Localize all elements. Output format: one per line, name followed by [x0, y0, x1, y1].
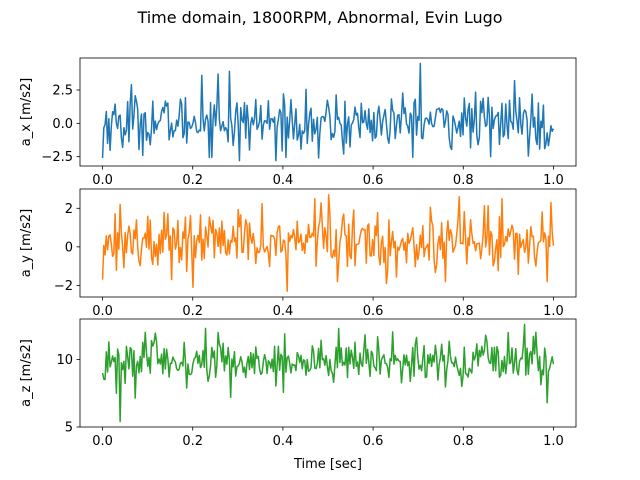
subplot-1: 0.0 0.2 0.4 0.6 0.8 1.0 −2.5 0.0 2.5 a_x [m/s2]: [19, 57, 577, 188]
x-tick-label: 0.4: [273, 304, 294, 319]
subplot-3: 0.0 0.2 0.4 0.6 0.8 1.0 5 10 a_z [m/s2]: [19, 318, 577, 449]
x-tick-label: 0.6: [363, 173, 384, 188]
x-tick-label: 1.0: [543, 304, 564, 319]
x-tick-label: 1.0: [543, 173, 564, 188]
x-axis-label: Time [sec]: [293, 457, 362, 472]
y-tick-label: 2: [65, 202, 73, 217]
x-tick-label: 0.4: [273, 173, 294, 188]
y-tick-label: −2: [54, 279, 73, 294]
figure-title: Time domain, 1800RPM, Abnormal, Evin Lug…: [136, 8, 502, 27]
x-tick-label: 0.2: [182, 304, 203, 319]
y-tick-label: 5: [65, 421, 73, 436]
y-axis-label-2: a_y [m/s2]: [19, 209, 34, 278]
y-tick-label: 10: [56, 353, 73, 368]
x-tick-label: 0.6: [363, 434, 384, 449]
subplots: 0.0 0.2 0.4 0.6 0.8 1.0−2.50.02.5a_x [m/s2]0.…: [19, 57, 577, 449]
x-tick-label: 0.0: [92, 173, 113, 188]
series-line-1: [101, 62, 555, 162]
y-tick-label: 0: [65, 240, 73, 255]
subplot-2: 0.0 0.2 0.4 0.6 0.8 1.0 −2 0 2 a_y [m/s2]: [19, 188, 577, 319]
x-tick-label: 0.6: [363, 304, 384, 319]
y-axis-label-1: a_x [m/s2]: [19, 78, 34, 147]
y-tick-label: −2.5: [41, 150, 73, 165]
y-tick-label: 2.5: [52, 84, 73, 99]
axes-frame-1: [79, 57, 577, 167]
series-line-3: [101, 323, 555, 423]
x-tick-label: 0.4: [273, 434, 294, 449]
x-tick-label: 0.8: [453, 173, 474, 188]
x-tick-label: 1.0: [543, 434, 564, 449]
y-tick-label: 0.0: [52, 117, 73, 132]
x-tick-label: 0.0: [92, 434, 113, 449]
x-tick-label: 0.2: [182, 173, 203, 188]
x-tick-label: 0.8: [453, 434, 474, 449]
axes-frame-2: [79, 188, 577, 298]
y-axis-label-3: a_z [m/s2]: [19, 339, 34, 407]
axes-frame-3: [79, 318, 577, 428]
x-tick-label: 0.0: [92, 304, 113, 319]
x-tick-label: 0.2: [182, 434, 203, 449]
series-line-2: [101, 194, 555, 292]
x-tick-label: 0.8: [453, 304, 474, 319]
